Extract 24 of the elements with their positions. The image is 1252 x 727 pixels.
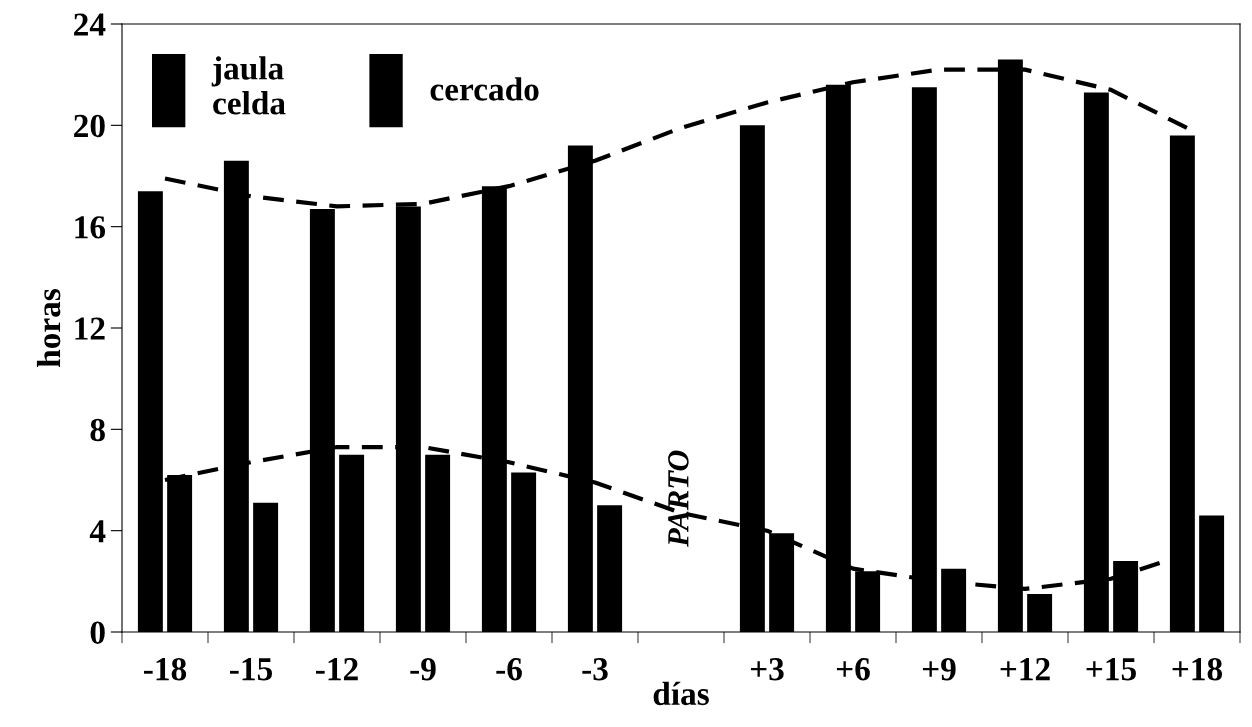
y-tick-label: 0: [90, 621, 105, 644]
x-tick-label: -12: [316, 658, 358, 681]
x-axis-title: días: [653, 681, 709, 706]
x-tick-label: -15: [230, 658, 272, 681]
y-tick-label: 12: [75, 317, 105, 340]
x-tick-label: -6: [496, 658, 522, 681]
x-tick-label: +15: [1086, 658, 1136, 681]
x-tick-label: +3: [750, 658, 784, 681]
x-tick-label: +18: [1172, 657, 1223, 681]
annotation: PARTO: [668, 450, 689, 547]
legend-label: cercado: [430, 77, 539, 101]
y-tick-label: 20: [74, 114, 105, 138]
y-tick-label: 8: [90, 418, 105, 442]
x-tick-label: -9: [410, 658, 436, 681]
y-tick-label: 24: [74, 13, 106, 36]
x-tick-label: -18: [144, 657, 187, 681]
legend-label: jaula celda: [211, 56, 286, 115]
x-tick-label: +6: [836, 658, 870, 681]
x-tick-label: -3: [582, 658, 608, 681]
y-tick-label: 16: [75, 216, 106, 239]
x-tick-label: +9: [922, 658, 956, 681]
y-axis-title: horas: [36, 289, 61, 367]
x-tick-label: +12: [1000, 658, 1050, 681]
y-tick-label: 4: [89, 520, 106, 543]
